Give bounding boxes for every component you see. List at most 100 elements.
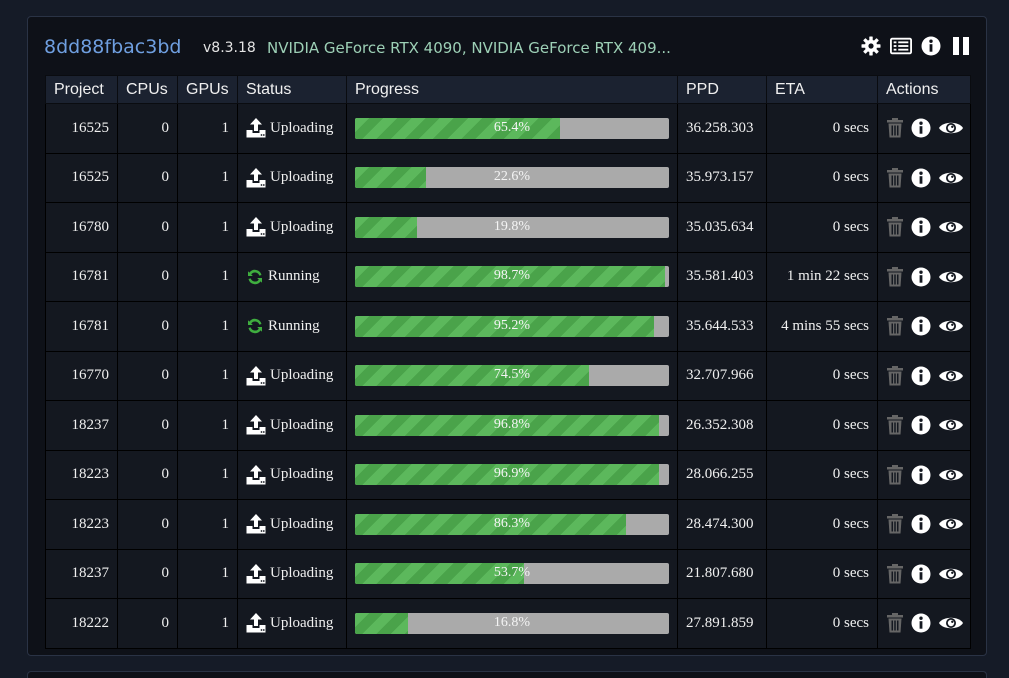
- progress-fill: [355, 513, 626, 535]
- machine-header: 8dd88fbac3bd v8.3.18 NVIDIA GeForce RTX …: [28, 17, 986, 75]
- project-id[interactable]: 18237: [45, 400, 118, 451]
- trash-icon[interactable]: [886, 563, 904, 584]
- info-icon[interactable]: [911, 118, 931, 138]
- col-cpus: CPUs: [117, 75, 178, 104]
- status-label: Uploading: [270, 169, 334, 186]
- trash-icon[interactable]: [886, 167, 904, 188]
- project-id[interactable]: 16770: [45, 350, 118, 401]
- progress-cell: 53.7%: [346, 548, 678, 599]
- status-label: Running: [268, 317, 320, 334]
- info-icon[interactable]: [911, 564, 931, 584]
- pause-icon[interactable]: [950, 35, 972, 57]
- progress-cell: 16.8%: [346, 598, 678, 649]
- progress-cell: 86.3%: [346, 499, 678, 550]
- actions-cell: [877, 598, 971, 649]
- status-label: Uploading: [270, 515, 334, 532]
- project-id[interactable]: 18223: [45, 449, 118, 500]
- progress-label: 96.9%: [493, 466, 531, 482]
- trash-icon[interactable]: [886, 415, 904, 435]
- progress-bar: 95.2%: [355, 315, 669, 337]
- info-icon[interactable]: [911, 366, 931, 386]
- upload-icon: [246, 217, 266, 237]
- status-cell: Uploading: [237, 449, 347, 500]
- eye-icon[interactable]: [938, 416, 964, 434]
- project-id[interactable]: 16525: [45, 103, 118, 154]
- project-id[interactable]: 16781: [45, 301, 118, 352]
- col-ppd: PPD: [677, 75, 767, 104]
- info-icon[interactable]: [920, 35, 942, 57]
- eye-icon[interactable]: [938, 169, 964, 187]
- status-cell: Uploading: [237, 103, 347, 154]
- progress-bar: 65.4%: [355, 117, 669, 139]
- progress-fill: [355, 216, 418, 238]
- project-id[interactable]: 18223: [45, 499, 118, 550]
- project-id[interactable]: 16780: [45, 202, 118, 253]
- trash-icon[interactable]: [886, 464, 904, 485]
- gpus-value: 1: [177, 449, 238, 500]
- actions-cell: [877, 548, 971, 599]
- table-row: 16781 0 1 Running 95.2% 35.644.533 4 min…: [45, 301, 971, 352]
- status-label: Uploading: [270, 119, 334, 136]
- eye-icon[interactable]: [938, 268, 964, 286]
- progress-cell: 95.2%: [346, 301, 678, 352]
- ppd-value: 28.474.300: [677, 499, 767, 550]
- work-units-table: Project CPUs GPUs Status Progress PPD ET…: [45, 75, 971, 649]
- eye-icon[interactable]: [938, 614, 964, 632]
- cpus-value: 0: [117, 350, 178, 401]
- info-icon[interactable]: [911, 168, 931, 188]
- progress-cell: 65.4%: [346, 103, 678, 154]
- table-row: 18223 0 1 Uploading 86.3% 28.474.300 0 s…: [45, 499, 971, 550]
- table-row: 16525 0 1 Uploading 22.6% 35.973.157 0 s…: [45, 152, 971, 203]
- table-row: 16781 0 1 Running 98.7% 35.581.403 1 min…: [45, 251, 971, 302]
- progress-label: 53.7%: [493, 565, 531, 581]
- info-icon[interactable]: [911, 514, 931, 534]
- table-row: 18223 0 1 Uploading 96.9% 28.066.255 0 s…: [45, 449, 971, 500]
- gpus-value: 1: [177, 301, 238, 352]
- gpu-list: NVIDIA GeForce RTX 4090, NVIDIA GeForce …: [267, 39, 671, 57]
- project-id[interactable]: 16525: [45, 152, 118, 203]
- actions-cell: [877, 103, 971, 154]
- eye-icon[interactable]: [938, 515, 964, 533]
- ppd-value: 27.891.859: [677, 598, 767, 649]
- info-icon[interactable]: [911, 267, 931, 287]
- trash-icon[interactable]: [886, 118, 904, 138]
- progress-label: 19.8%: [493, 218, 531, 234]
- gpus-value: 1: [177, 499, 238, 550]
- info-icon[interactable]: [911, 217, 931, 237]
- trash-icon[interactable]: [886, 266, 904, 287]
- eta-value: 1 min 22 secs: [766, 251, 878, 302]
- status-label: Uploading: [270, 218, 334, 235]
- trash-icon[interactable]: [886, 613, 904, 633]
- eye-icon[interactable]: [938, 317, 964, 335]
- project-id[interactable]: 16781: [45, 251, 118, 302]
- progress-fill: [355, 464, 660, 486]
- trash-icon[interactable]: [886, 514, 904, 534]
- trash-icon[interactable]: [886, 316, 904, 336]
- trash-icon[interactable]: [886, 217, 904, 237]
- eye-icon[interactable]: [938, 367, 964, 385]
- progress-bar: 96.8%: [355, 414, 669, 436]
- info-icon[interactable]: [911, 465, 931, 485]
- list-icon[interactable]: [890, 35, 912, 57]
- eye-icon[interactable]: [938, 565, 964, 583]
- project-id[interactable]: 18237: [45, 548, 118, 599]
- eye-icon[interactable]: [938, 466, 964, 484]
- progress-cell: 19.8%: [346, 202, 678, 253]
- progress-bar: 96.9%: [355, 464, 669, 486]
- next-machine-panel: [27, 671, 987, 678]
- project-id[interactable]: 18222: [45, 598, 118, 649]
- eye-icon[interactable]: [938, 218, 964, 236]
- ppd-value: 28.066.255: [677, 449, 767, 500]
- machine-id[interactable]: 8dd88fbac3bd: [44, 36, 182, 58]
- info-icon[interactable]: [911, 316, 931, 336]
- progress-fill: [355, 117, 561, 139]
- gear-icon[interactable]: [860, 35, 882, 57]
- cpus-value: 0: [117, 449, 178, 500]
- table-row: 18222 0 1 Uploading 16.8% 27.891.859 0 s…: [45, 598, 971, 649]
- trash-icon[interactable]: [886, 365, 904, 386]
- table-header: Project CPUs GPUs Status Progress PPD ET…: [45, 75, 971, 104]
- eye-icon[interactable]: [938, 119, 964, 137]
- info-icon[interactable]: [911, 415, 931, 435]
- info-icon[interactable]: [911, 613, 931, 633]
- eta-value: 0 secs: [766, 598, 878, 649]
